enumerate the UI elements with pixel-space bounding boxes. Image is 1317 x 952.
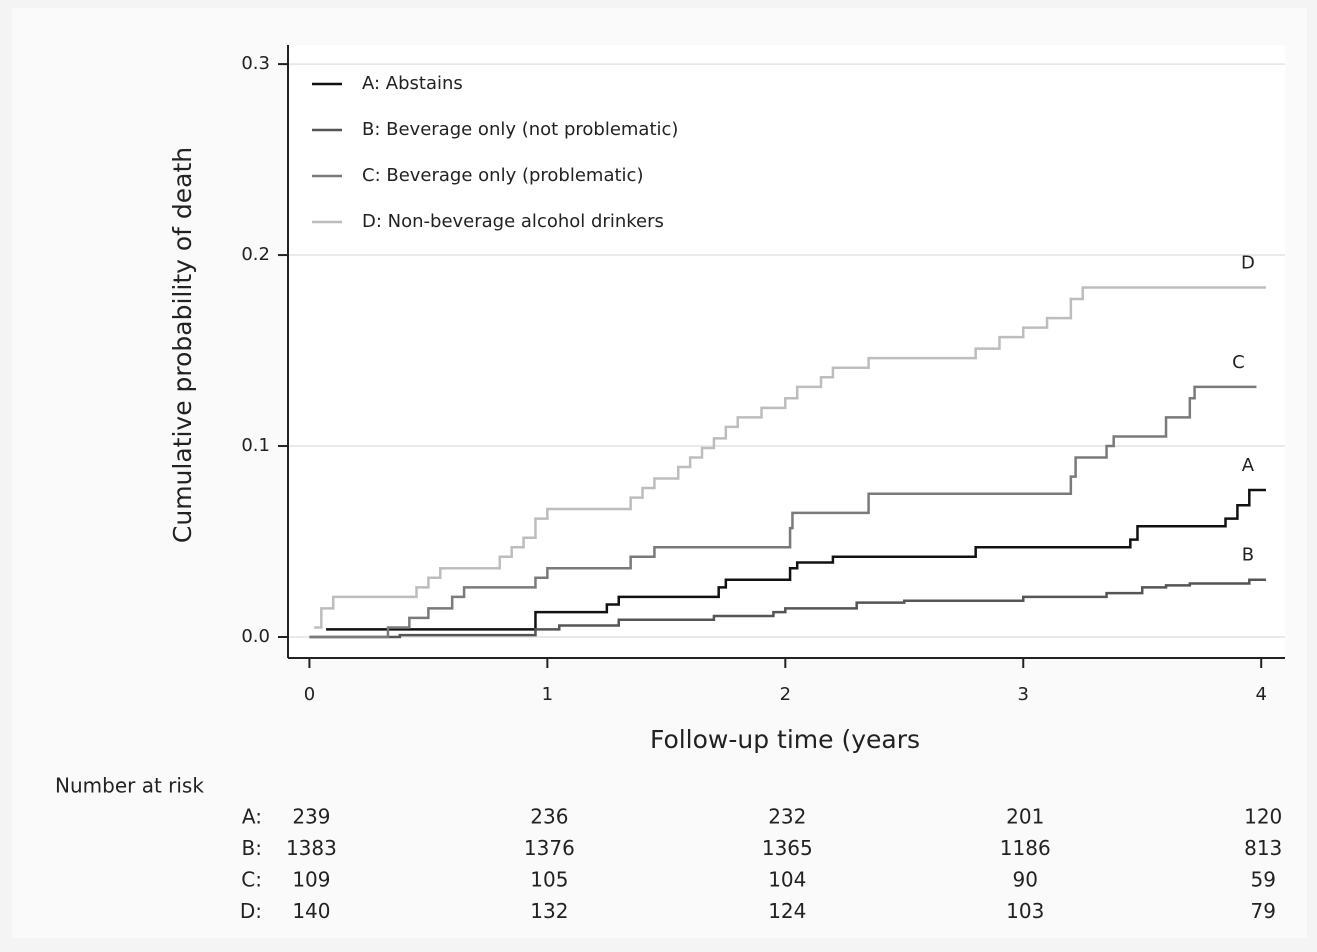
y-tick-label: 0.3 [241, 53, 270, 74]
step-line [309, 578, 1266, 639]
risk-row-label: C: [241, 868, 262, 892]
risk-value: 59 [1250, 868, 1275, 892]
risk-row-label: A: [242, 805, 262, 829]
legend-label: A: Abstains [362, 73, 463, 94]
end-label: D [1241, 253, 1255, 274]
step-line [309, 385, 1257, 639]
x-tick-label: 2 [780, 684, 791, 705]
risk-row-label: D: [240, 899, 262, 923]
risk-value: 103 [1006, 899, 1044, 923]
step-line [314, 286, 1266, 629]
x-tick-label: 4 [1255, 684, 1266, 705]
y-tick-label: 0.2 [241, 244, 270, 265]
risk-value: 109 [292, 868, 330, 892]
risk-value: 104 [768, 868, 806, 892]
step-line [326, 488, 1266, 631]
risk-value: 1376 [524, 836, 575, 860]
risk-table-title: Number at risk [55, 774, 204, 798]
plot-area [288, 45, 1285, 658]
risk-value: 232 [768, 805, 806, 829]
y-tick-label: 0.1 [241, 435, 270, 456]
risk-value: 140 [292, 899, 330, 923]
end-label: B [1242, 545, 1254, 566]
risk-row-label: B: [242, 836, 262, 860]
risk-value: 90 [1013, 868, 1038, 892]
risk-value: 1186 [1000, 836, 1051, 860]
x-axis-title: Follow-up time (years [650, 725, 920, 754]
risk-value: 120 [1244, 805, 1282, 829]
legend-label: D: Non-beverage alcohol drinkers [362, 211, 664, 232]
risk-value: 124 [768, 899, 806, 923]
risk-value: 79 [1250, 899, 1275, 923]
x-tick-label: 3 [1018, 684, 1029, 705]
risk-value: 105 [530, 868, 568, 892]
y-axis-title: Cumulative probability of death [168, 147, 197, 543]
x-tick-label: 1 [542, 684, 553, 705]
risk-value: 236 [530, 805, 568, 829]
risk-value: 1383 [286, 836, 337, 860]
legend-label: B: Beverage only (not problematic) [362, 119, 678, 140]
y-tick-label: 0.0 [241, 626, 270, 647]
x-tick-label: 0 [304, 684, 315, 705]
end-label: A [1242, 455, 1255, 476]
risk-value: 239 [292, 805, 330, 829]
risk-value: 201 [1006, 805, 1044, 829]
legend-label: C: Beverage only (problematic) [362, 165, 643, 186]
risk-value: 132 [530, 899, 568, 923]
end-label: C [1232, 352, 1245, 373]
risk-value: 1365 [762, 836, 813, 860]
risk-value: 813 [1244, 836, 1282, 860]
